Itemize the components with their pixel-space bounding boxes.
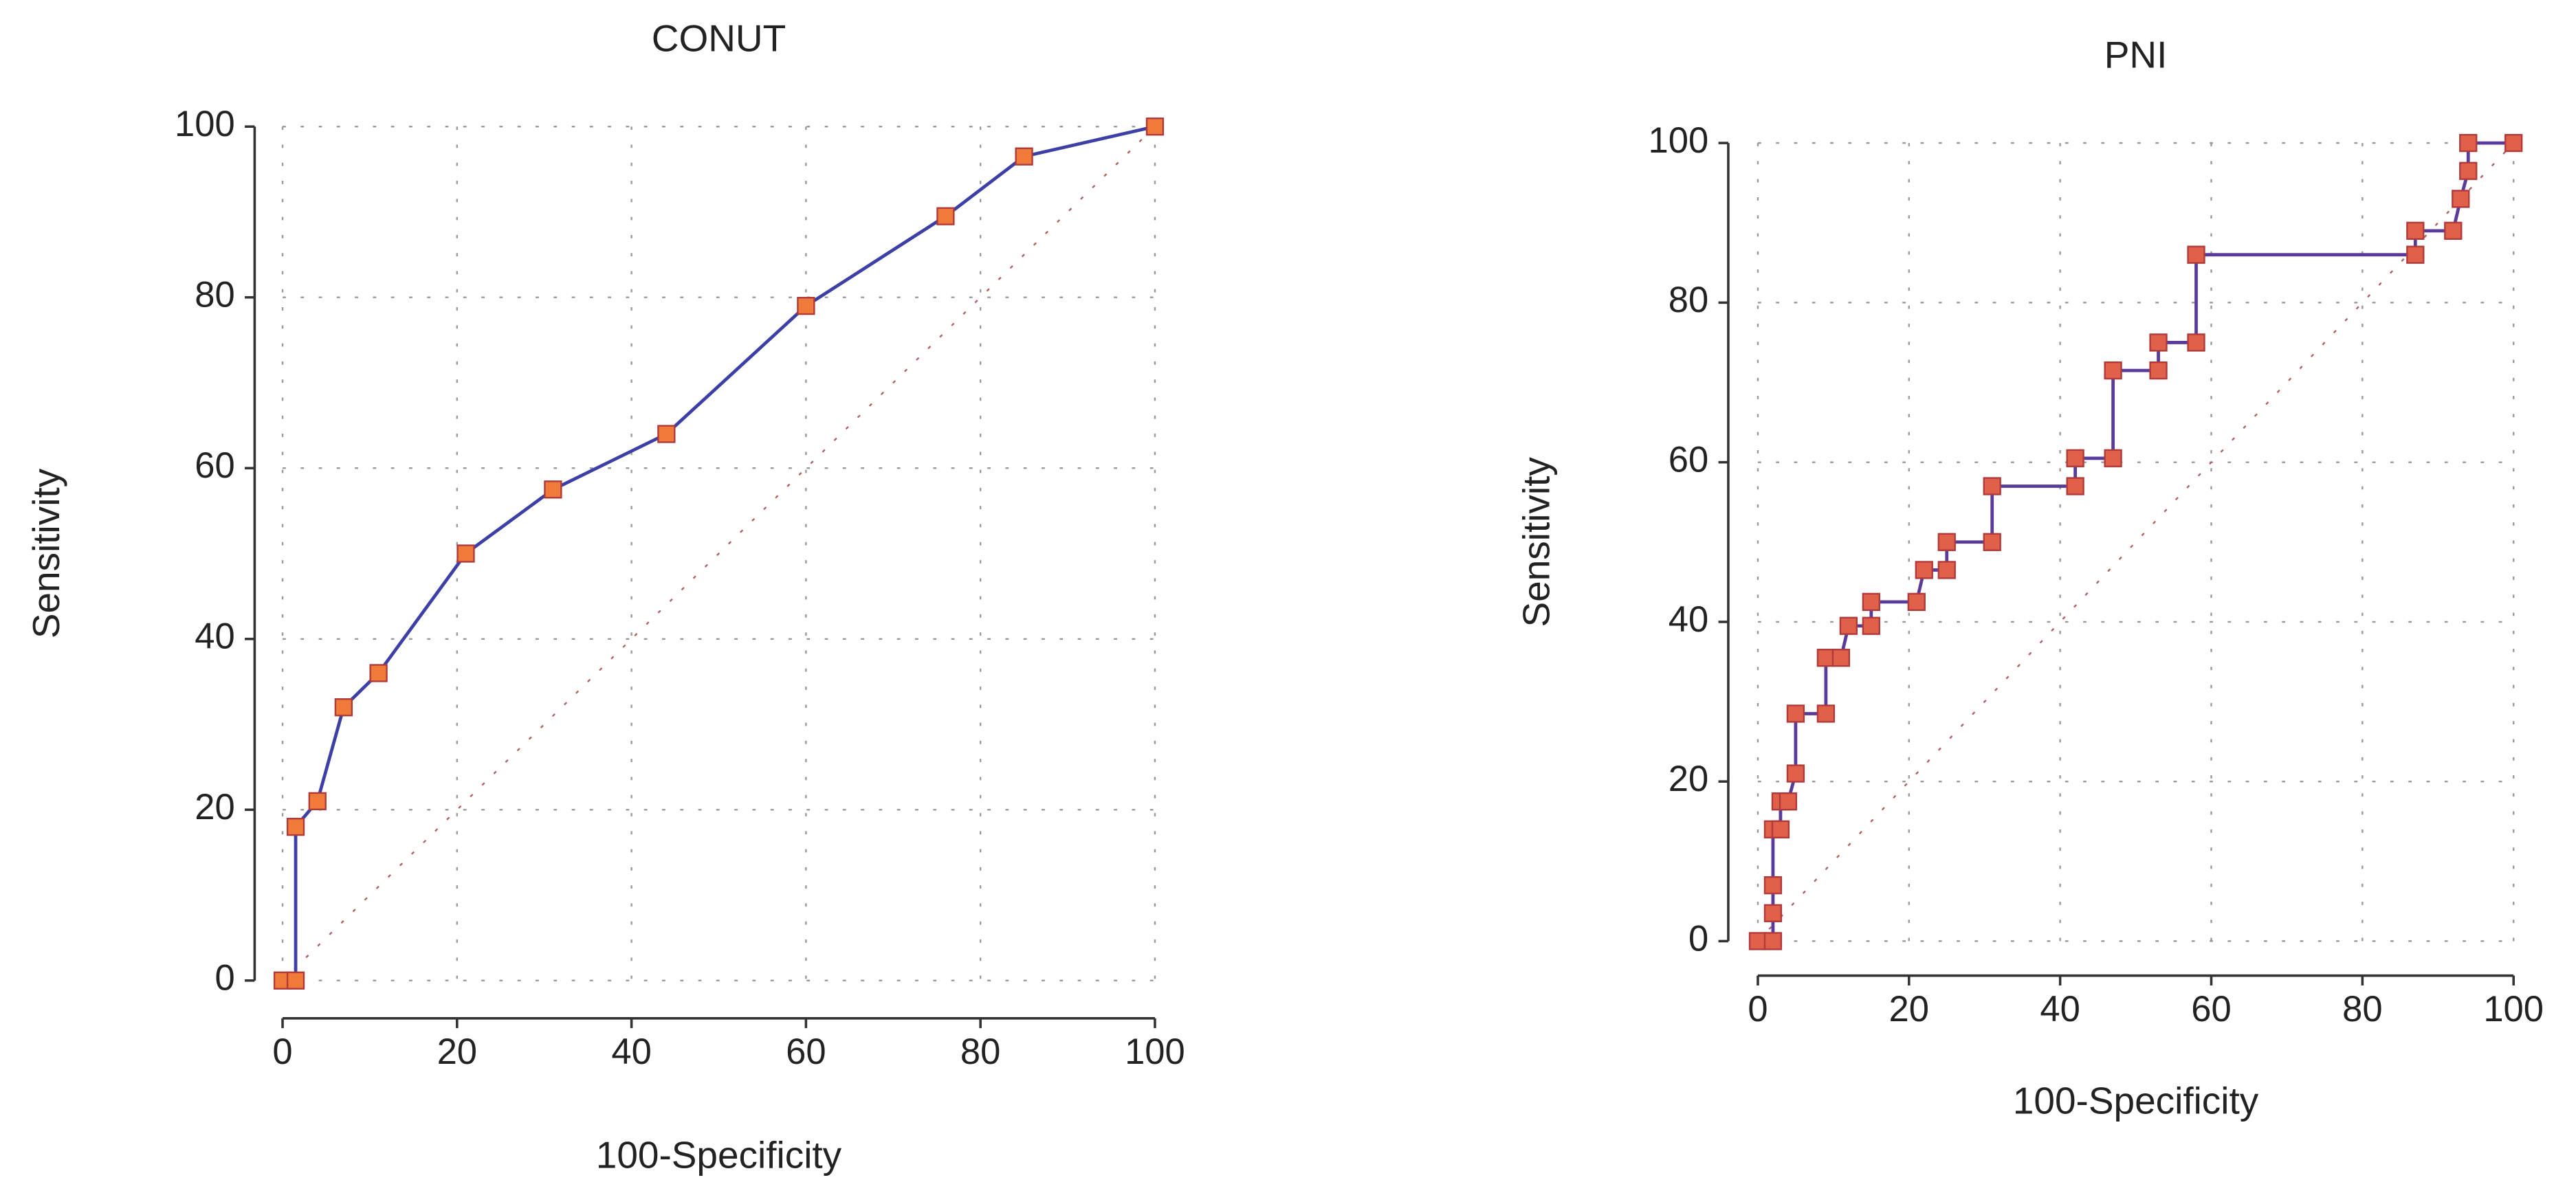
curve-marker [334, 698, 353, 717]
x-tick-label: 40 [2040, 989, 2080, 1029]
curve-marker [797, 296, 815, 315]
curve-marker [369, 664, 388, 682]
curve-marker [286, 818, 305, 836]
curve-marker [1763, 932, 1783, 950]
curve-marker [2187, 245, 2205, 264]
curve-marker [1983, 477, 2001, 495]
x-tick-label: 100 [2483, 989, 2544, 1029]
curve-marker [1786, 704, 1805, 723]
curve-marker [1145, 118, 1165, 136]
curve-marker [308, 792, 327, 811]
curve-marker [1763, 904, 1783, 922]
curve-marker [1816, 649, 1836, 667]
curve-marker [1831, 649, 1851, 667]
curve-marker [286, 971, 305, 990]
curve-marker [544, 480, 562, 499]
y-tick-label: 60 [195, 445, 234, 486]
curve-marker [1763, 876, 1783, 895]
curve-marker [456, 544, 475, 563]
x-tick-label: 0 [272, 1032, 292, 1072]
curve-marker [936, 207, 955, 225]
curve-marker [2104, 361, 2122, 380]
x-tick-label: 80 [960, 1032, 1000, 1072]
y-tick-label: 0 [1688, 918, 1708, 959]
curve-marker [2187, 333, 2205, 352]
y-axis-title: Sensitivity [1515, 457, 1558, 627]
curve-marker [1937, 533, 1956, 551]
x-axis-title: 100-Specificity [2013, 1080, 2259, 1122]
curve-marker [1839, 616, 1858, 635]
curve-marker [1862, 592, 1880, 612]
reference-diagonal [282, 126, 1156, 981]
y-tick-label: 40 [195, 616, 234, 657]
chart-title: PNI [2104, 33, 2168, 76]
curve-marker [2459, 133, 2478, 153]
curve-marker [2104, 449, 2122, 467]
x-tick-label: 80 [2342, 989, 2382, 1029]
x-axis-title: 100-Specificity [596, 1133, 842, 1176]
curve-marker [2066, 477, 2084, 495]
curve-marker [2444, 221, 2463, 240]
curve-marker [1915, 561, 1933, 579]
curve-marker [657, 425, 676, 443]
y-tick-label: 20 [1669, 759, 1708, 799]
curve-marker [1786, 764, 1805, 783]
curve-marker [1015, 147, 1033, 166]
chart-title: CONUT [652, 16, 786, 59]
curve-marker [1862, 616, 1880, 635]
x-tick-label: 60 [2191, 989, 2231, 1029]
curve-marker [1816, 704, 1836, 723]
curve-marker [1937, 561, 1956, 579]
curve-marker [2149, 333, 2168, 352]
y-tick-label: 20 [195, 787, 234, 827]
curve-marker [1771, 820, 1790, 839]
x-tick-label: 100 [1125, 1032, 1185, 1072]
curve-marker [1907, 592, 1926, 612]
x-tick-label: 20 [437, 1032, 477, 1072]
curve-marker [2505, 133, 2523, 153]
y-tick-label: 60 [1669, 440, 1708, 480]
y-tick-label: 0 [214, 958, 234, 999]
curve-marker [2459, 161, 2478, 180]
curve-marker [1748, 932, 1768, 950]
y-tick-label: 100 [175, 104, 235, 144]
x-tick-label: 0 [1748, 989, 1768, 1029]
y-tick-label: 80 [195, 275, 234, 315]
reference-diagonal [1757, 142, 2515, 942]
curve-marker [2406, 245, 2425, 264]
y-tick-label: 80 [1669, 280, 1708, 320]
x-tick-label: 40 [611, 1032, 651, 1072]
x-tick-label: 60 [786, 1032, 826, 1072]
x-tick-label: 20 [1889, 989, 1929, 1029]
y-axis-title: Sensitivity [25, 468, 67, 638]
curve-marker [1779, 792, 1798, 811]
curve-marker [2452, 190, 2470, 208]
y-tick-label: 100 [1649, 120, 1709, 161]
curve-marker [1983, 533, 2001, 551]
y-tick-label: 40 [1669, 599, 1708, 640]
curve-marker [2066, 449, 2084, 467]
curve-marker [2406, 221, 2425, 240]
curve-marker [2149, 361, 2168, 380]
